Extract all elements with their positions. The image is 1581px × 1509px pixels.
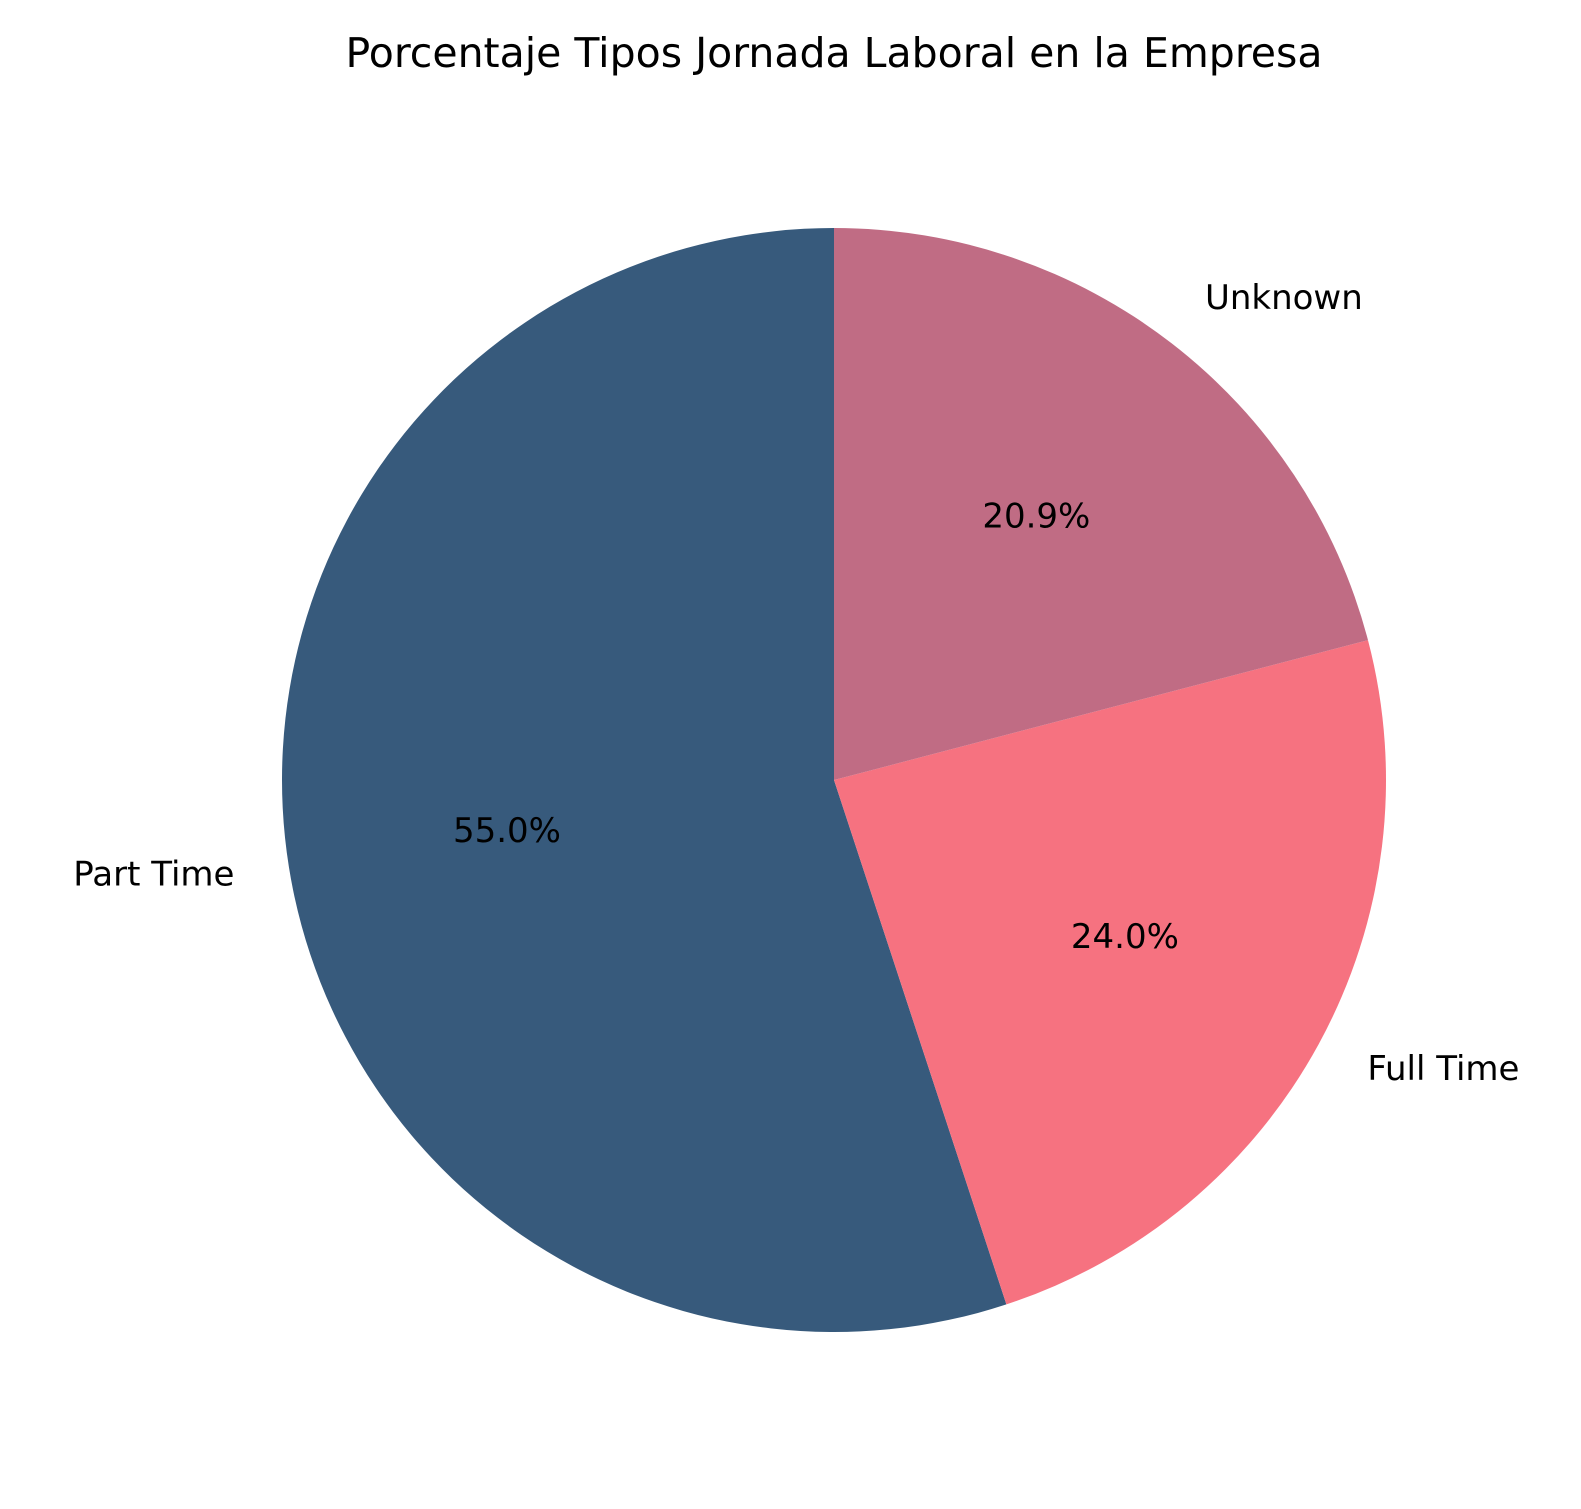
- pie-slices: [282, 228, 1387, 1332]
- pie-slice-unknown: [834, 228, 1368, 780]
- pie-slice-part-time: [282, 228, 1007, 1332]
- slice-percent-part-time: 55.0%: [453, 811, 561, 851]
- slice-percent-unknown: 20.9%: [982, 496, 1090, 536]
- chart-title: Porcentaje Tipos Jornada Laboral en la E…: [346, 29, 1323, 77]
- pie-labels: Part Time 55.0% Full Time 24.0% Unknown 20.9%: [73, 278, 1519, 1089]
- slice-label-part-time: Part Time: [73, 855, 234, 895]
- slice-label-full-time: Full Time: [1367, 1049, 1519, 1089]
- pie-slice-full-time: [834, 640, 1387, 1305]
- slice-percent-full-time: 24.0%: [1071, 917, 1179, 957]
- slice-label-unknown: Unknown: [1205, 278, 1363, 318]
